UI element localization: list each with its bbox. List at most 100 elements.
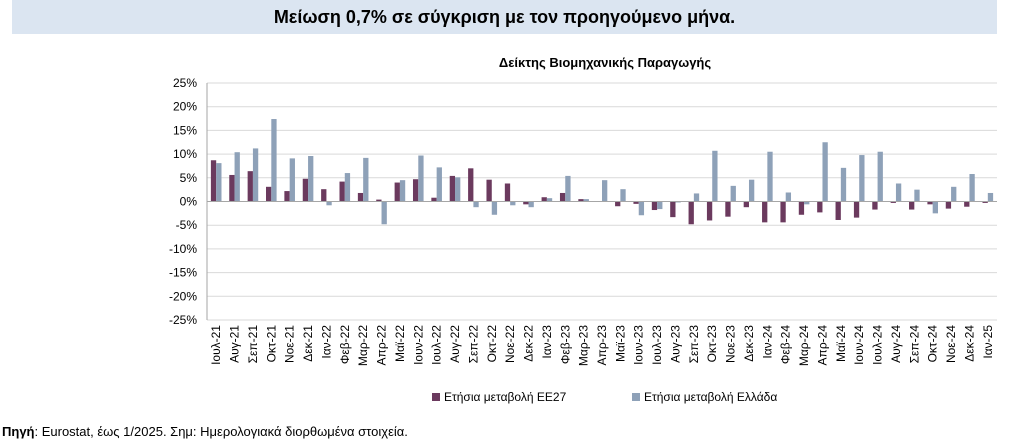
axes: [207, 83, 997, 320]
y-tick-label: 5%: [180, 171, 198, 185]
bar-eu27: [358, 193, 363, 202]
bar-eu27: [836, 202, 841, 220]
x-tick-label: Δεκ-23: [742, 325, 756, 362]
y-tick-label: 0%: [180, 195, 198, 209]
bar-greece: [933, 202, 938, 214]
bar-greece: [767, 152, 772, 202]
bar-greece: [326, 202, 331, 206]
bar-eu27: [652, 202, 657, 211]
x-tick-label: Φεβ-23: [558, 325, 572, 364]
x-tick-label: Ιουν-23: [632, 325, 646, 365]
x-tick-label: Οκτ-22: [485, 325, 499, 363]
x-tick-label: Αυγ-24: [889, 325, 903, 363]
bar-eu27: [909, 202, 914, 210]
bar-greece: [878, 152, 883, 202]
bar-eu27: [854, 202, 859, 218]
y-tick-label: -5%: [176, 218, 198, 232]
bar-eu27: [560, 193, 565, 202]
legend-label-greece: Ετήσια μεταβολή Ελλάδα: [644, 390, 777, 404]
bar-greece: [914, 190, 919, 202]
legend-swatch-eu27: [432, 393, 440, 401]
x-tick-label: Αυγ-21: [228, 325, 242, 363]
chart-title: Δείκτης Βιομηχανικής Παραγωγής: [499, 55, 712, 70]
bar-greece: [565, 176, 570, 202]
bar-eu27: [725, 202, 730, 217]
bar-greece: [657, 202, 662, 210]
x-tick-label: Ιαν-23: [540, 325, 554, 359]
bar-eu27: [266, 187, 271, 202]
bar-greece: [510, 202, 515, 206]
bar-eu27: [211, 160, 216, 201]
y-tick-label: 20%: [173, 100, 197, 114]
bar-eu27: [321, 189, 326, 201]
bar-eu27: [689, 202, 694, 225]
bar-greece: [290, 158, 295, 201]
bar-greece: [988, 193, 993, 202]
bar-greece: [235, 152, 240, 201]
bar-greece: [602, 180, 607, 201]
x-tick-label: Μαρ-24: [797, 325, 811, 366]
x-tick-label: Απρ-24: [815, 325, 829, 366]
bars: [211, 119, 993, 224]
bar-greece: [786, 192, 791, 201]
x-tick-label: Οκτ-21: [264, 325, 278, 363]
x-tick-label: Μαϊ-22: [393, 325, 407, 362]
bar-eu27: [486, 180, 491, 202]
x-tick-label: Ιουν-24: [852, 325, 866, 365]
legend-label-eu27: Ετήσια μεταβολή ΕΕ27: [444, 390, 567, 404]
bar-eu27: [670, 202, 675, 218]
bar-eu27: [450, 176, 455, 202]
bar-greece: [951, 187, 956, 202]
x-tick-label: Νοε-21: [283, 325, 297, 363]
legend-swatch-greece: [632, 393, 640, 401]
bar-greece: [400, 180, 405, 201]
bar-eu27: [817, 202, 822, 213]
bar-eu27: [946, 202, 951, 209]
bar-eu27: [468, 168, 473, 201]
bar-eu27: [505, 183, 510, 201]
bar-greece: [749, 180, 754, 202]
bar-greece: [345, 173, 350, 201]
y-tick-label: -25%: [169, 313, 197, 327]
bar-greece: [694, 193, 699, 201]
x-tick-label: Απρ-22: [375, 325, 389, 366]
bar-greece: [822, 142, 827, 201]
x-tick-label: Νοε-23: [724, 325, 738, 363]
bar-greece: [639, 202, 644, 216]
x-tick-label: Δεκ-24: [962, 325, 976, 362]
bar-greece: [455, 177, 460, 201]
y-tick-label: 15%: [173, 123, 197, 137]
bar-greece: [859, 155, 864, 201]
bar-greece: [529, 202, 534, 208]
bar-eu27: [248, 171, 253, 201]
x-tick-label: Μαρ-23: [577, 325, 591, 366]
x-tick-label: Μαρ-22: [356, 325, 370, 366]
bar-greece: [841, 168, 846, 202]
x-tick-label: Δεκ-22: [522, 325, 536, 362]
x-tick-label: Οκτ-23: [705, 325, 719, 363]
bar-greece: [271, 119, 276, 201]
x-tick-label: Αυγ-23: [668, 325, 682, 363]
bar-greece: [437, 167, 442, 201]
y-tick-label: -20%: [169, 289, 197, 303]
bar-greece: [418, 156, 423, 202]
bar-greece: [216, 163, 221, 201]
x-tick-label: Ιουλ-22: [430, 325, 444, 365]
bar-eu27: [780, 202, 785, 223]
bar-eu27: [799, 202, 804, 215]
bar-eu27: [229, 175, 234, 202]
bar-greece: [492, 202, 497, 215]
x-tick-label: Ιουλ-23: [650, 325, 664, 365]
bar-eu27: [707, 202, 712, 221]
x-tick-label: Απρ-23: [595, 325, 609, 366]
bar-greece: [712, 151, 717, 202]
y-tick-label: -10%: [169, 242, 197, 256]
bar-eu27: [284, 191, 289, 201]
bar-greece: [308, 156, 313, 202]
x-tick-label: Ιουλ-24: [871, 325, 885, 365]
x-tick-label: Αυγ-22: [448, 325, 462, 363]
x-tick-label: Σεπ-24: [907, 325, 921, 364]
bar-greece: [363, 158, 368, 202]
bar-eu27: [542, 197, 547, 201]
